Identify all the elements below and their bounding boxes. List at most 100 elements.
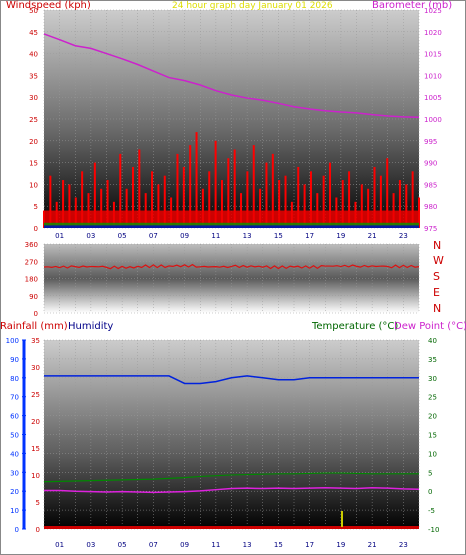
temperature-tick-label: 35 xyxy=(428,356,437,364)
barometer-tick-label: 985 xyxy=(424,181,437,189)
compass-w: W xyxy=(433,254,444,267)
temperature-tick-label: 40 xyxy=(428,337,437,345)
direction-tick-label: 270 xyxy=(25,258,38,266)
barometer-title: Barometer (mb) xyxy=(372,0,453,11)
x-tick-label: 09 xyxy=(180,232,189,240)
barometer-tick-label: 990 xyxy=(424,160,437,168)
x-tick-label: 21 xyxy=(368,232,377,240)
x-tick-label: 11 xyxy=(211,232,220,240)
windspeed-tick-label: 25 xyxy=(29,116,38,124)
humidity-tick-label: 20 xyxy=(10,488,19,496)
compass-e: E xyxy=(433,286,440,299)
windspeed-tick-label: 35 xyxy=(29,72,38,80)
temperature-tick-label: 0 xyxy=(428,488,432,496)
x-tick-label: 15 xyxy=(274,541,283,549)
x-tick-label: 21 xyxy=(368,541,377,549)
windspeed-tick-label: 30 xyxy=(29,94,38,102)
direction-tick-label: 90 xyxy=(29,293,38,301)
humidity-tick-label: 50 xyxy=(10,432,19,440)
humidity-tick-label: 0 xyxy=(15,526,19,534)
dewpoint-line xyxy=(44,487,420,494)
x-tick-label: 19 xyxy=(336,541,345,549)
x-tick-label: 11 xyxy=(211,541,220,549)
x-tick-label: 13 xyxy=(243,232,252,240)
temperature-line xyxy=(43,472,419,483)
windspeed-tick-label: 20 xyxy=(29,138,38,146)
temperature-tick-label: -10 xyxy=(428,526,439,534)
temperature-tick-label: 15 xyxy=(428,432,437,440)
direction-tick-label: 180 xyxy=(25,276,38,284)
x-tick-label: 03 xyxy=(86,232,95,240)
x-tick-label: 09 xyxy=(180,541,189,549)
dewpoint-title: Dew Point (°C) xyxy=(394,321,466,332)
temperature-tick-label: 10 xyxy=(428,450,437,458)
x-tick-label: 05 xyxy=(118,541,127,549)
temperature-title: Temperature (°C) xyxy=(312,321,399,332)
x-tick-label: 17 xyxy=(305,232,314,240)
humidity-tick-label: 100 xyxy=(6,337,19,345)
barometer-tick-label: 1015 xyxy=(424,51,442,59)
barometer-tick-label: 1025 xyxy=(424,7,442,15)
humidity-tick-label: 10 xyxy=(10,507,19,515)
barometer-tick-label: 1010 xyxy=(424,72,442,80)
rainfall-tick-label: 0 xyxy=(36,526,40,534)
compass-n-bottom: N xyxy=(433,302,442,315)
humidity-tick-label: 40 xyxy=(10,450,19,458)
windspeed-tick-label: 40 xyxy=(29,51,38,59)
barometer-tick-label: 995 xyxy=(424,138,437,146)
rainfall-tick-label: 20 xyxy=(31,418,40,426)
windspeed-tick-label: 10 xyxy=(29,181,38,189)
rainfall-tick-label: 5 xyxy=(36,499,40,507)
barometer-tick-label: 1000 xyxy=(424,116,442,124)
barometer-tick-label: 1020 xyxy=(424,29,442,37)
barometer-tick-label: 1005 xyxy=(424,94,442,102)
windspeed-tick-label: 50 xyxy=(29,7,38,15)
x-tick-label: 19 xyxy=(336,232,345,240)
x-tick-label: 03 xyxy=(86,541,95,549)
windspeed-tick-label: 45 xyxy=(29,29,38,37)
rainfall-tick-label: 10 xyxy=(31,472,40,480)
temperature-tick-label: 20 xyxy=(428,413,437,421)
x-tick-label: 17 xyxy=(305,541,314,549)
x-tick-label: 01 xyxy=(55,541,64,549)
temperature-tick-label: 25 xyxy=(428,394,437,402)
windspeed-tick-label: 15 xyxy=(29,160,38,168)
humidity-tick-label: 90 xyxy=(10,356,19,364)
windspeed-series xyxy=(43,132,420,228)
wind-direction-line xyxy=(43,263,420,270)
direction-tick-label: 0 xyxy=(34,310,38,318)
x-tick-label: 07 xyxy=(149,541,158,549)
wind-low-band xyxy=(44,225,419,228)
rainfall-tick-label: 15 xyxy=(31,445,40,453)
date-title: 24 hour graph day January 01 2026 xyxy=(172,1,333,11)
compass-s: S xyxy=(433,270,440,283)
humidity-tick-label: 60 xyxy=(10,413,19,421)
rainfall-tick-label: 35 xyxy=(31,337,40,345)
x-tick-label: 05 xyxy=(118,232,127,240)
barometer-tick-label: 980 xyxy=(424,203,437,211)
windspeed-tick-label: 5 xyxy=(34,203,38,211)
barometer-tick-label: 975 xyxy=(424,225,437,233)
humidity-title: Humidity xyxy=(68,321,114,332)
humidity-tick-label: 80 xyxy=(10,375,19,383)
x-tick-label: 23 xyxy=(399,541,408,549)
rainfall-baseline xyxy=(44,526,419,529)
windspeed-tick-label: 0 xyxy=(34,225,38,233)
temperature-tick-label: 30 xyxy=(428,375,437,383)
direction-tick-label: 360 xyxy=(25,241,38,249)
compass-n-top: N xyxy=(433,239,442,252)
direction-grid xyxy=(43,243,420,314)
rainfall-title: Rainfall (mm) xyxy=(0,321,68,332)
temperature-tick-label: 5 xyxy=(428,469,432,477)
barometer-line xyxy=(43,33,420,119)
x-tick-label: 07 xyxy=(149,232,158,240)
humidity-tick-label: 70 xyxy=(10,394,19,402)
humidity-line xyxy=(44,375,419,385)
x-tick-label: 15 xyxy=(274,232,283,240)
rainfall-spike xyxy=(341,511,343,527)
x-tick-label: 01 xyxy=(55,232,64,240)
humidity-tick-label: 30 xyxy=(10,469,19,477)
x-tick-label: 23 xyxy=(399,232,408,240)
temperature-tick-label: -5 xyxy=(428,507,435,515)
